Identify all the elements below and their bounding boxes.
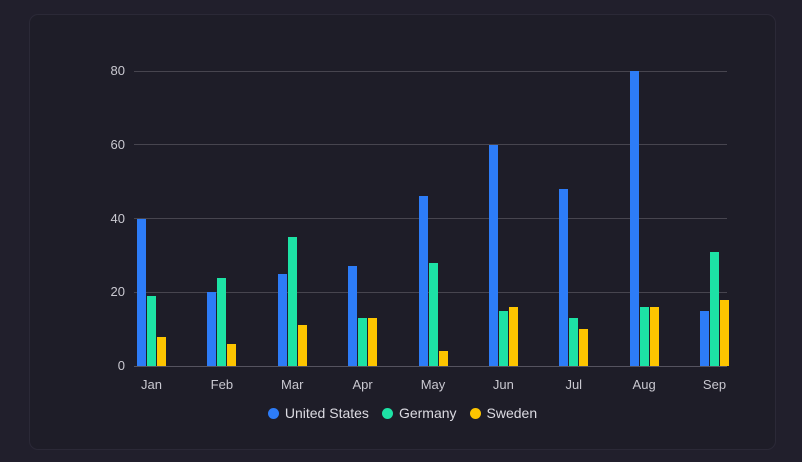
gridline-80 xyxy=(134,70,727,72)
bar-sweden-feb xyxy=(227,343,237,366)
x-tick-label-feb: Feb xyxy=(210,377,234,392)
bar-united-states-sep xyxy=(700,310,709,366)
legend-label-sweden: Sweden xyxy=(486,405,538,421)
legend-item-united-states[interactable]: United States xyxy=(267,404,369,422)
bar-sweden-jan xyxy=(157,336,166,366)
bar-group-may xyxy=(418,196,448,366)
legend-dot-germany xyxy=(381,407,393,419)
y-tick-label-40: 40 xyxy=(110,210,125,226)
bar-group-jul xyxy=(559,189,589,366)
x-tick-label-aug: Aug xyxy=(632,377,656,392)
bar-united-states-jun xyxy=(488,144,498,366)
bar-germany-may xyxy=(428,262,438,366)
bar-group-apr xyxy=(348,266,378,366)
bar-united-states-apr xyxy=(348,266,358,366)
bar-germany-jun xyxy=(498,310,508,366)
plot-area: 0 20 40 60 80 Jan Feb Mar Apr May Jun Jul Aug Sep xyxy=(111,63,729,392)
legend-dot-united-states xyxy=(267,407,279,419)
bar-united-states-jul xyxy=(559,189,569,366)
bar-germany-mar xyxy=(287,236,297,366)
bar-germany-apr xyxy=(358,318,368,366)
bar-group-mar xyxy=(277,236,307,366)
gridline-60 xyxy=(134,144,727,146)
x-tick-label-sep: Sep xyxy=(702,377,727,392)
legend-label-united-states: United States xyxy=(284,405,369,421)
x-tick-label-may: May xyxy=(420,377,446,392)
legend-item-sweden[interactable]: Sweden xyxy=(469,404,538,422)
bar-group-jan xyxy=(137,218,166,366)
bar-germany-jul xyxy=(569,318,579,366)
bar-united-states-jan xyxy=(137,218,146,366)
bar-germany-sep xyxy=(710,251,719,366)
x-tick-label-jan: Jan xyxy=(141,377,162,392)
bar-united-states-aug xyxy=(629,71,639,366)
bar-group-jun xyxy=(488,144,518,366)
gridline-0 xyxy=(134,365,727,367)
bar-germany-jan xyxy=(147,295,156,366)
bar-sweden-aug xyxy=(649,307,659,366)
gridline-40 xyxy=(134,218,727,219)
legend-item-germany[interactable]: Germany xyxy=(381,404,457,422)
y-tick-label-60: 60 xyxy=(110,136,125,152)
legend: United States Germany Sweden xyxy=(30,404,775,422)
x-tick-label-mar: Mar xyxy=(281,377,304,392)
bar-sweden-mar xyxy=(297,325,307,366)
y-tick-label-80: 80 xyxy=(110,63,125,78)
bar-united-states-feb xyxy=(207,292,217,366)
bar-group-feb xyxy=(207,277,237,366)
x-tick-label-jun: Jun xyxy=(492,377,514,392)
bar-united-states-mar xyxy=(277,273,287,366)
chart-card: 0 20 40 60 80 Jan Feb Mar Apr May Jun Jul Aug Sep Un… xyxy=(29,14,776,450)
bar-germany-aug xyxy=(639,307,649,366)
bar-sweden-sep xyxy=(720,299,729,366)
bar-united-states-may xyxy=(418,196,428,366)
bar-sweden-jul xyxy=(579,329,589,366)
bar-sweden-may xyxy=(438,351,448,366)
bar-sweden-jun xyxy=(508,307,518,366)
legend-label-germany: Germany xyxy=(398,405,457,421)
legend-dot-sweden xyxy=(469,407,481,419)
y-tick-label-20: 20 xyxy=(110,284,125,300)
bar-group-sep xyxy=(700,251,729,366)
x-tick-label-jul: Jul xyxy=(565,377,583,392)
bar-germany-feb xyxy=(217,277,227,366)
y-tick-label-0: 0 xyxy=(117,358,125,373)
bar-group-aug xyxy=(629,71,659,366)
x-tick-label-apr: Apr xyxy=(352,377,373,392)
bar-sweden-apr xyxy=(368,318,378,366)
